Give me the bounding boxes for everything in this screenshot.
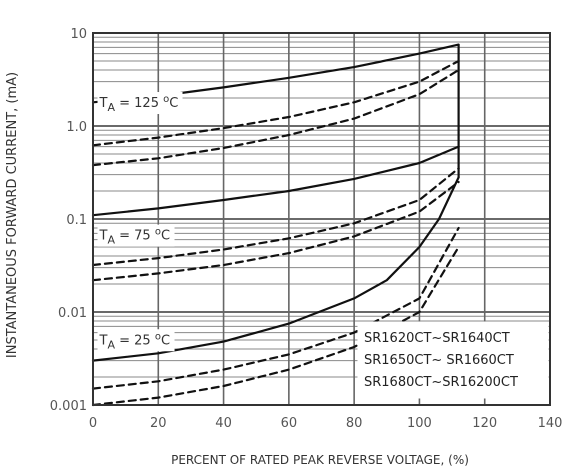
labels: TA = 125 oC TA = 75 oC TA = 25 oC: [97, 92, 183, 352]
series-line-75c-dashed: [91, 180, 460, 282]
temp-annotation-bg: [97, 224, 175, 247]
series-line-75c-solid: [91, 145, 460, 217]
legend-entry: SR1650CT~ SR1660CT: [364, 353, 514, 368]
x-tick-label: 40: [215, 416, 232, 431]
y-tick-label: 1.0: [66, 120, 87, 135]
temp-annotation: TA = 125 oC: [99, 94, 179, 114]
legend-box: [357, 321, 549, 399]
temp-annotation-bg: [97, 329, 175, 352]
series-group: [91, 43, 460, 407]
legend-entry: SR1680CT~SR16200CT: [364, 375, 518, 390]
legend-entry: SR1620CT~SR1640CT: [364, 331, 510, 346]
series-line-125c-dashed: [91, 68, 460, 167]
series-line-25c-dashed: [91, 245, 460, 407]
axes: 0 20 40 60 80 100 120 140 0.001 0.01 0.1 1.0 10: [50, 27, 563, 431]
x-tick-label: 100: [407, 416, 432, 431]
x-tick-label: 120: [472, 416, 497, 431]
x-tick-label: 20: [150, 416, 167, 431]
temp-annotation: TA = 25 oC: [99, 331, 171, 351]
series-line-75c-dashed: [91, 167, 460, 267]
y-tick-label: 0.01: [58, 306, 87, 321]
x-tick-label: 140: [538, 416, 563, 431]
x-tick-label: 60: [281, 416, 298, 431]
x-tick-label: 0: [89, 416, 97, 431]
x-tick-label: 80: [346, 416, 363, 431]
series-line-25c-dashed: [91, 226, 460, 390]
x-axis-title: PERCENT OF RATED PEAK REVERSE VOLTAGE, (…: [171, 453, 469, 467]
y-tick-label: 0.001: [50, 399, 87, 414]
temp-annotation-bg: [97, 92, 183, 115]
series-line-25c-solid: [91, 176, 460, 362]
temp-annotation: TA = 75 oC: [99, 227, 171, 247]
y-tick-label: 10: [70, 27, 87, 42]
y-axis-title: INSTANTANEOUS FORWARD CURRENT, (mA): [5, 72, 20, 358]
y-tick-label: 0.1: [66, 213, 87, 228]
legend: SR1620CT~SR1640CT SR1650CT~ SR1660CT SR168…: [357, 321, 549, 399]
series-line-125c-dashed: [91, 59, 460, 147]
plot-frame: [92, 32, 551, 406]
